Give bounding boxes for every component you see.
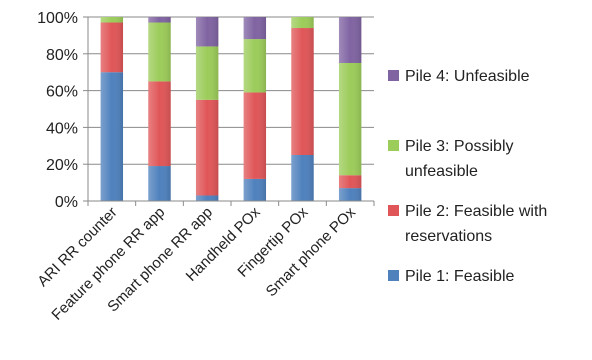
legend-swatch xyxy=(388,70,399,81)
bar-segment-shading xyxy=(338,175,362,189)
legend-item: Pile 3: Possibly unfeasible xyxy=(388,134,590,184)
bar-segment-shading xyxy=(100,22,124,73)
bar-segment-shading xyxy=(148,166,171,201)
bar-segment-shading xyxy=(100,72,124,201)
bar-segment-shading xyxy=(338,188,362,201)
y-tick-label: 60% xyxy=(46,84,78,101)
bar-segment-shading xyxy=(243,39,267,93)
gridlines xyxy=(88,16,374,165)
legend-swatch xyxy=(388,140,399,151)
axes xyxy=(87,17,375,206)
bar-segment-shading xyxy=(291,28,314,155)
y-tick-label: 0% xyxy=(55,194,78,211)
bar-segment-shading xyxy=(243,17,267,40)
y-tick-label: 80% xyxy=(46,47,78,64)
x-category-label: Smart phone POx xyxy=(263,203,360,300)
y-tick-label: 40% xyxy=(46,120,78,137)
bar-segment-shading xyxy=(148,17,171,23)
bar-stack xyxy=(338,17,362,201)
bar-segment-shading xyxy=(148,22,171,82)
bar-stack xyxy=(243,17,267,201)
bar-stack xyxy=(148,17,171,201)
legend-label: Pile 3: Possibly unfeasible xyxy=(405,138,514,180)
y-axis-ticks: 0% 20% 40% 60% 80% 100% xyxy=(37,10,88,211)
legend-swatch xyxy=(388,270,399,281)
bar-stack xyxy=(195,17,219,201)
bar-segment-shading xyxy=(100,17,124,23)
bar-segment-shading xyxy=(338,63,362,176)
y-tick-label: 100% xyxy=(37,10,78,27)
bar-segment-shading xyxy=(338,17,362,63)
bar-segment-shading xyxy=(243,178,267,201)
bar-segment-shading xyxy=(195,17,219,47)
bars xyxy=(100,17,362,201)
legend-item: Pile 1: Feasible xyxy=(388,264,590,289)
legend-swatch xyxy=(388,205,399,216)
legend-label: Pile 1: Feasible xyxy=(405,268,515,285)
legend-label: Pile 2: Feasible with reservations xyxy=(405,203,548,245)
bar-segment-shading xyxy=(195,195,219,201)
y-tick-label: 20% xyxy=(46,157,78,174)
bar-segment-shading xyxy=(148,81,171,167)
legend-item: Pile 4: Unfeasible xyxy=(388,64,590,89)
x-category-label: ARI RR counter xyxy=(34,204,120,290)
legend-item: Pile 2: Feasible with reservations xyxy=(388,199,590,249)
bar-segment-shading xyxy=(195,46,219,100)
legend: Pile 4: Unfeasible Pile 3: Possibly unfea… xyxy=(388,0,588,360)
bar-segment-shading xyxy=(243,92,267,179)
bar-segment-shading xyxy=(195,99,219,196)
legend-label: Pile 4: Unfeasible xyxy=(405,68,530,85)
bar-stack xyxy=(291,17,314,201)
bar-stack xyxy=(100,17,124,201)
bar-segment-shading xyxy=(291,155,314,201)
bar-segment-shading xyxy=(291,17,314,29)
